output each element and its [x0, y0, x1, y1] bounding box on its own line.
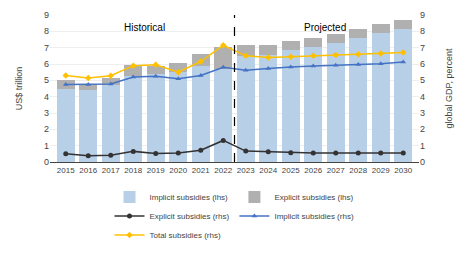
svg-text:Implicit subsidies (lhs): Implicit subsidies (lhs) [150, 193, 229, 202]
svg-text:2028: 2028 [349, 166, 367, 175]
svg-text:2030: 2030 [394, 166, 412, 175]
svg-text:2029: 2029 [372, 166, 390, 175]
svg-text:2027: 2027 [327, 166, 345, 175]
svg-text:Explicit subsidies (lhs): Explicit subsidies (lhs) [274, 193, 353, 202]
svg-text:2019: 2019 [147, 166, 165, 175]
svg-text:Total subsidies (rhs): Total subsidies (rhs) [150, 231, 221, 240]
svg-text:2016: 2016 [79, 166, 97, 175]
svg-text:2: 2 [44, 124, 49, 134]
svg-text:Projected: Projected [304, 22, 346, 33]
svg-text:1: 1 [420, 141, 425, 151]
svg-text:Historical: Historical [124, 22, 165, 33]
svg-text:global GDP, percent: global GDP, percent [444, 48, 454, 128]
svg-text:3: 3 [44, 108, 49, 118]
svg-text:2017: 2017 [102, 166, 120, 175]
svg-text:0: 0 [420, 157, 425, 167]
svg-text:2018: 2018 [124, 166, 142, 175]
svg-text:8: 8 [44, 26, 49, 36]
svg-text:2024: 2024 [259, 166, 277, 175]
svg-text:7: 7 [420, 43, 425, 53]
svg-text:2021: 2021 [192, 166, 210, 175]
svg-text:2026: 2026 [304, 166, 322, 175]
svg-text:9: 9 [420, 10, 425, 20]
svg-text:0: 0 [44, 157, 49, 167]
svg-text:Explicit subsidies (rhs): Explicit subsidies (rhs) [150, 212, 230, 221]
svg-text:9: 9 [44, 10, 49, 20]
svg-text:2025: 2025 [282, 166, 300, 175]
svg-text:6: 6 [420, 59, 425, 69]
svg-text:8: 8 [420, 26, 425, 36]
svg-text:4: 4 [420, 92, 425, 102]
svg-text:6: 6 [44, 59, 49, 69]
svg-text:3: 3 [420, 108, 425, 118]
svg-text:2023: 2023 [237, 166, 255, 175]
svg-text:1: 1 [44, 141, 49, 151]
svg-text:2022: 2022 [214, 166, 232, 175]
svg-text:5: 5 [420, 75, 425, 85]
svg-text:2020: 2020 [169, 166, 187, 175]
svg-text:2015: 2015 [57, 166, 75, 175]
svg-text:US$ trillion: US$ trillion [14, 67, 24, 111]
svg-text:Implicit subsidies (rhs): Implicit subsidies (rhs) [274, 212, 353, 221]
svg-text:2: 2 [420, 124, 425, 134]
svg-text:5: 5 [44, 75, 49, 85]
svg-text:4: 4 [44, 92, 49, 102]
svg-text:7: 7 [44, 43, 49, 53]
